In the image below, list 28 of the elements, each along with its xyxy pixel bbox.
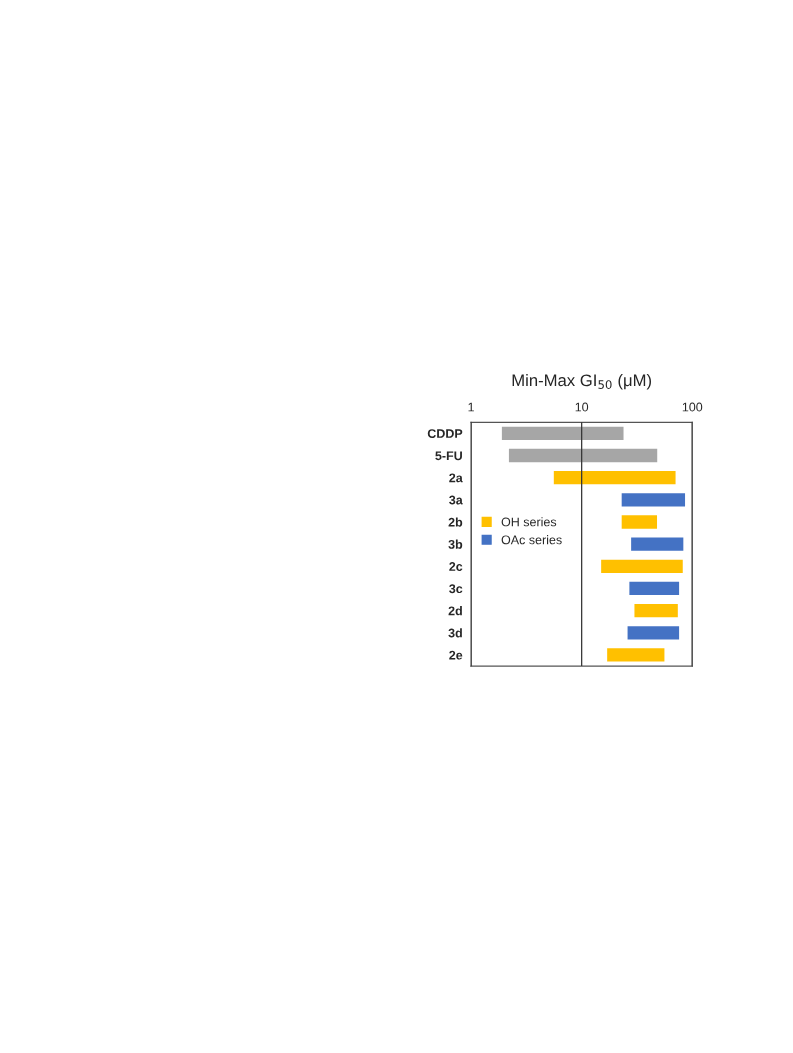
y-tick-label: CDDP [427,429,463,438]
bar [631,537,684,551]
y-tick-label: 2b [448,517,463,527]
bar [508,448,658,463]
y-tick-label: 2e [449,650,463,660]
bar [629,581,680,596]
bar [553,471,676,485]
x-tick-label: 1 [468,402,474,412]
y-tick-label: 3d [448,628,462,638]
bar [607,648,665,662]
bar [627,626,680,640]
bar [621,493,686,507]
legend-label: OH series [501,517,557,527]
y-tick-label: 3c [449,584,463,594]
y-tick-label: 5-FU [435,451,462,461]
bar [501,426,624,440]
x-tick-label: 10 [575,402,589,412]
x-tick-label: 100 [682,402,703,412]
legend-label: OAc series [501,535,562,545]
y-tick-label: 3a [449,495,463,505]
y-tick-label: 3b [448,539,463,549]
y-tick-label: 2a [449,473,463,483]
bar [634,603,678,618]
chart-title: Min-Max GI$_{50}$ (μM) [512,373,652,390]
bar [621,515,658,529]
bar [601,559,683,573]
y-tick-label: 2c [449,562,463,571]
y-tick-label: 2d [448,606,462,616]
